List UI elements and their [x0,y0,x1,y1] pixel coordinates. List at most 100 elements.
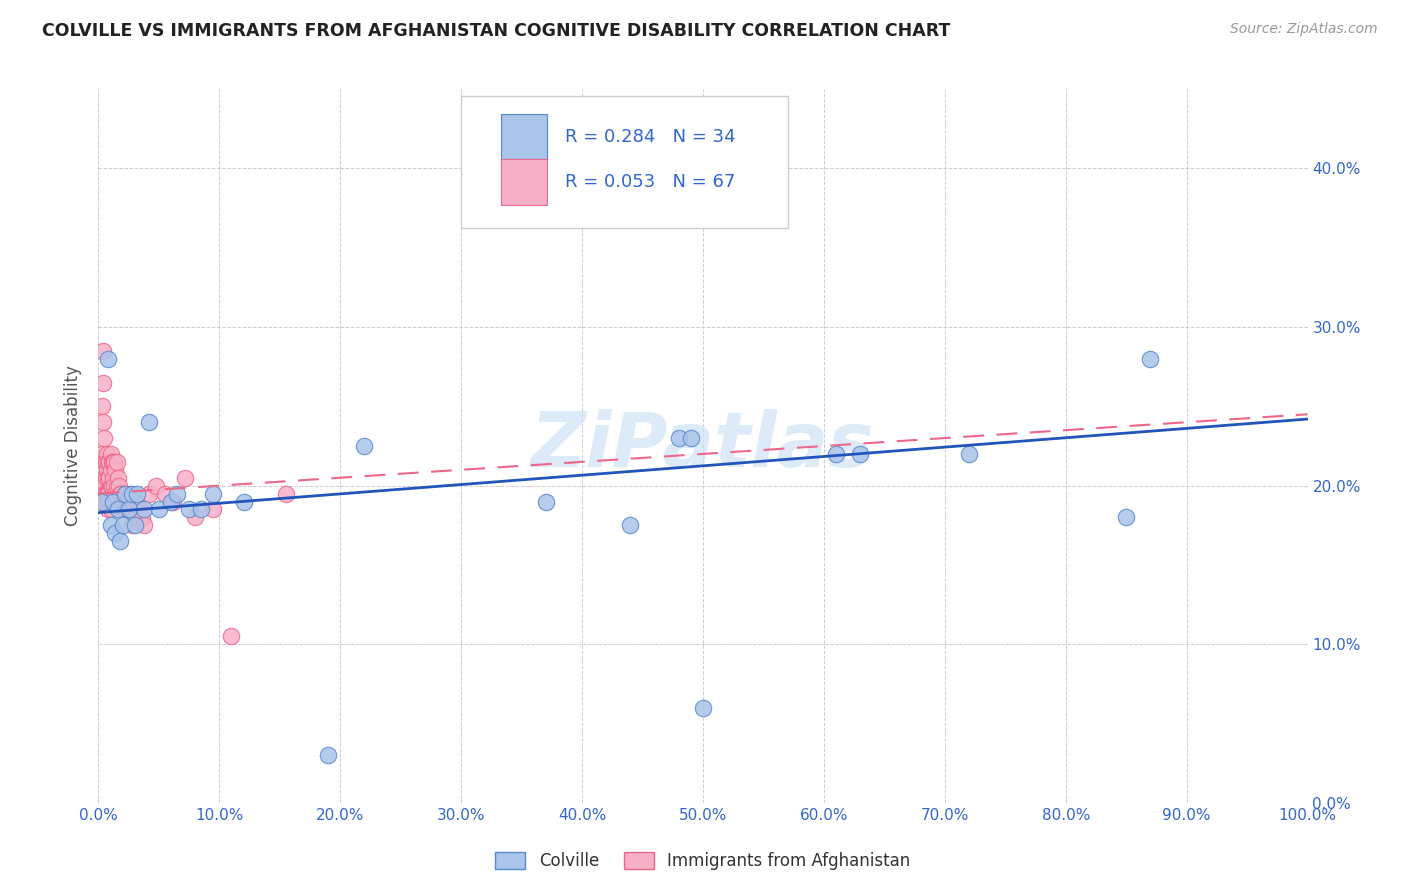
Point [534,494,557,508]
Point [107,502,129,516]
Point [101,455,124,469]
Point [98,455,121,469]
Point [148,502,170,516]
Point [100,478,122,492]
Point [94,471,117,485]
Point [120,502,142,516]
Point [91,415,114,429]
Point [118,486,141,500]
Point [153,486,176,500]
Point [96,463,118,477]
Point [118,502,141,516]
Point [93,471,115,485]
Point [97,471,120,485]
Point [105,455,128,469]
Point [174,471,197,485]
Point [94,486,117,500]
Point [112,502,135,516]
Text: ZiPatlas: ZiPatlas [531,409,875,483]
Point [93,494,115,508]
Point [100,463,122,477]
Point [105,478,128,492]
Point [1139,351,1161,366]
Point [121,518,143,533]
Point [97,486,120,500]
Point [138,486,160,500]
Point [91,494,114,508]
Point [145,478,167,492]
Point [104,486,127,500]
Point [619,518,641,533]
Point [274,486,297,500]
Point [96,486,118,500]
Point [100,447,122,461]
Point [108,486,131,500]
Point [100,502,122,516]
Point [103,455,125,469]
Point [162,494,184,508]
Point [101,471,124,485]
Point [121,486,143,500]
FancyBboxPatch shape [501,114,547,161]
Point [93,486,115,500]
Point [93,455,115,469]
Point [692,700,714,714]
Text: R = 0.284   N = 34: R = 0.284 N = 34 [565,128,735,146]
Point [111,494,134,508]
Point [179,502,201,516]
Point [107,471,129,485]
Point [97,351,120,366]
Point [104,463,127,477]
Point [190,502,212,516]
Point [127,486,149,500]
Point [202,486,225,500]
Point [108,478,131,492]
FancyBboxPatch shape [501,159,547,205]
Point [101,494,124,508]
Point [124,518,146,533]
Legend: Colville, Immigrants from Afghanistan: Colville, Immigrants from Afghanistan [489,845,917,877]
Point [114,486,136,500]
Point [221,629,243,643]
Point [124,510,146,524]
FancyBboxPatch shape [461,96,787,228]
Point [849,447,872,461]
Point [93,431,115,445]
Point [110,486,132,500]
Point [825,447,848,461]
Point [101,494,124,508]
Point [104,526,127,541]
Point [166,486,188,500]
Point [100,478,122,492]
Point [98,471,121,485]
Point [131,510,153,524]
Point [91,447,114,461]
Point [668,431,690,445]
Point [134,518,156,533]
Point [91,376,114,390]
Point [1115,510,1137,524]
Point [97,502,120,516]
Point [114,486,136,500]
Point [202,502,225,516]
Point [100,518,122,533]
Point [353,439,375,453]
Point [316,748,339,763]
Point [160,494,183,508]
Point [118,502,141,516]
Point [232,494,254,508]
Point [108,534,131,549]
Point [94,455,117,469]
Point [96,447,118,461]
Text: Source: ZipAtlas.com: Source: ZipAtlas.com [1230,22,1378,37]
Point [115,502,138,516]
Point [93,478,115,492]
Point [90,486,112,500]
Point [127,494,149,508]
Text: COLVILLE VS IMMIGRANTS FROM AFGHANISTAN COGNITIVE DISABILITY CORRELATION CHART: COLVILLE VS IMMIGRANTS FROM AFGHANISTAN … [42,22,950,40]
Point [957,447,980,461]
Point [103,478,125,492]
Point [98,494,121,508]
Text: R = 0.053   N = 67: R = 0.053 N = 67 [565,173,735,191]
Point [128,502,150,516]
